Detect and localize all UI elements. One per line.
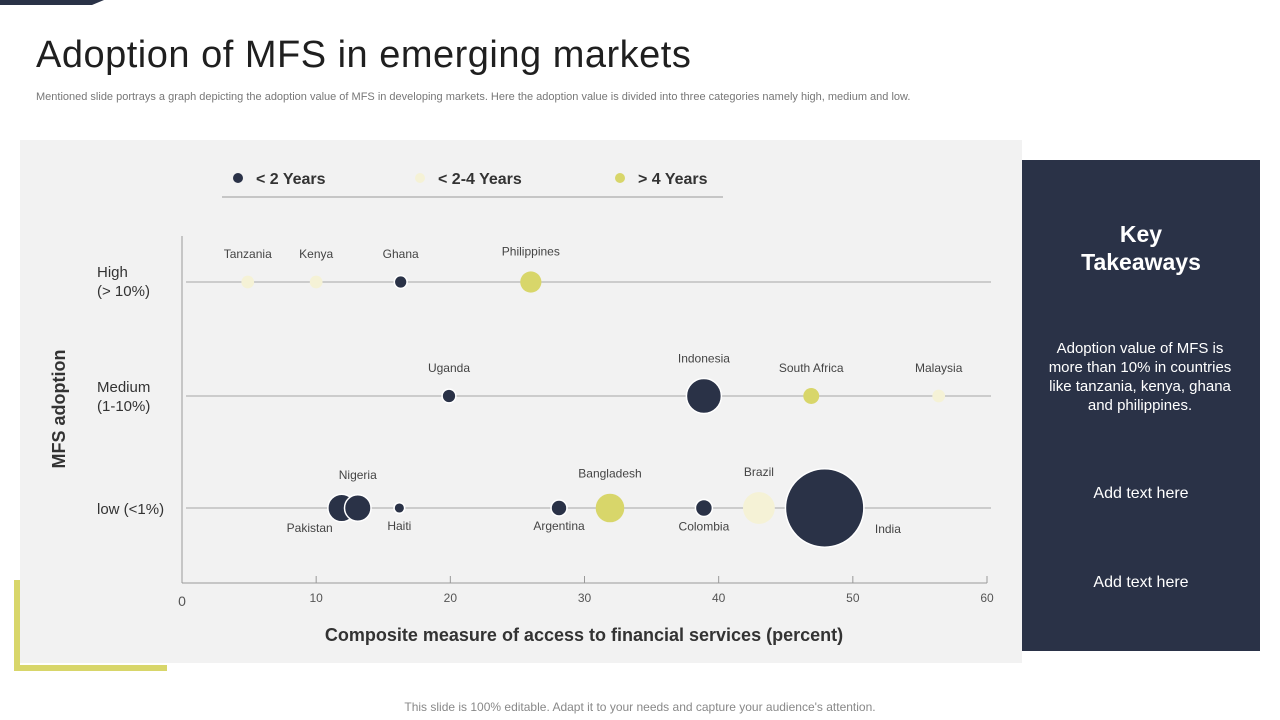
row-label-medium: Medium: [97, 379, 150, 396]
bubble-label-brazil: Brazil: [744, 465, 774, 479]
legend-marker-2-years: [233, 173, 243, 183]
x-tick-label-60: 60: [980, 591, 994, 605]
legend-label-4-years: > 4 Years: [638, 171, 708, 188]
x-tick-label-30: 30: [578, 591, 592, 605]
bubble-label-haiti: Haiti: [387, 519, 411, 533]
footer-note: This slide is 100% editable. Adapt it to…: [404, 700, 876, 714]
bubble-label-indonesia: Indonesia: [678, 352, 730, 366]
add-text-placeholder-2[interactable]: Add text here: [1093, 574, 1189, 591]
y-axis-title: MFS adoption: [49, 350, 69, 469]
x-axis-title: Composite measure of access to financial…: [325, 625, 843, 645]
bubble-tanzania: [241, 275, 255, 289]
legend-label-2-4-years: < 2-4 Years: [438, 171, 522, 188]
corner-accent-bar: [0, 0, 104, 5]
bubble-label-colombia: Colombia: [679, 519, 730, 533]
bubble-label-kenya: Kenya: [299, 247, 333, 261]
bubble-label-argentina: Argentina: [533, 519, 585, 533]
page-subtitle: Mentioned slide portrays a graph depicti…: [36, 91, 911, 103]
x-tick-label-50: 50: [846, 591, 860, 605]
bubble-kenya: [309, 275, 323, 289]
key-takeaways-title-line2: Takeaways: [1081, 249, 1201, 275]
bubble-colombia: [694, 498, 714, 518]
add-text-placeholder-1[interactable]: Add text here: [1093, 485, 1189, 502]
bubble-nigeria: [343, 494, 372, 522]
row-sublabel-high: (> 10%): [97, 283, 150, 300]
bubble-malaysia: [932, 389, 946, 403]
key-takeaways-panel: Key Takeaways Adoption value of MFS is m…: [1022, 160, 1260, 651]
x-tick-label-40: 40: [712, 591, 726, 605]
x-tick-label-0: 0: [178, 593, 186, 609]
legend-marker-2-4-years: [415, 173, 425, 183]
bubble-argentina: [550, 499, 568, 517]
bubble-label-philippines: Philippines: [502, 244, 560, 258]
key-takeaways-title-line1: Key: [1119, 221, 1163, 247]
bubble-haiti: [393, 501, 406, 515]
corner-accent-frame: [14, 580, 167, 671]
legend-label-2-years: < 2 Years: [256, 171, 326, 188]
row-label-low: low (<1%): [97, 501, 164, 518]
row-sublabel-medium: (1-10%): [97, 398, 150, 415]
bubble-label-india: India: [875, 522, 901, 536]
bubble-label-tanzania: Tanzania: [224, 247, 272, 261]
x-tick-label-20: 20: [444, 591, 458, 605]
bubble-label-malaysia: Malaysia: [915, 361, 963, 375]
bubble-label-ghana: Ghana: [383, 247, 419, 261]
row-label-high: High: [97, 264, 128, 281]
bubble-uganda: [441, 388, 457, 404]
x-tick-label-10: 10: [309, 591, 323, 605]
page-title: Adoption of MFS in emerging markets: [36, 34, 692, 76]
takeaway-text: Adoption value of MFS is more than 10% i…: [1048, 340, 1232, 414]
bubble-label-pakistan: Pakistan: [287, 521, 333, 535]
bubble-label-south-africa: South Africa: [779, 361, 844, 375]
bubble-philippines: [520, 271, 542, 293]
bubble-brazil: [743, 492, 775, 524]
bubble-bangladesh: [595, 493, 625, 523]
bubble-chart: < 2 Years < 2-4 Years > 4 Years High (> 10%…: [49, 171, 994, 645]
key-takeaways-title: Key Takeaways: [1022, 220, 1260, 276]
bubble-indonesia: [685, 377, 723, 415]
bubble-label-uganda: Uganda: [428, 361, 470, 375]
bubble-label-bangladesh: Bangladesh: [578, 467, 641, 481]
bubble-ghana: [393, 274, 408, 290]
bubble-label-nigeria: Nigeria: [339, 468, 377, 482]
chart-panel: < 2 Years < 2-4 Years > 4 Years High (> 10%…: [20, 140, 1022, 663]
bubble-south-africa: [803, 388, 820, 404]
bubble-india: [784, 468, 865, 548]
legend-marker-4-years: [615, 173, 625, 183]
